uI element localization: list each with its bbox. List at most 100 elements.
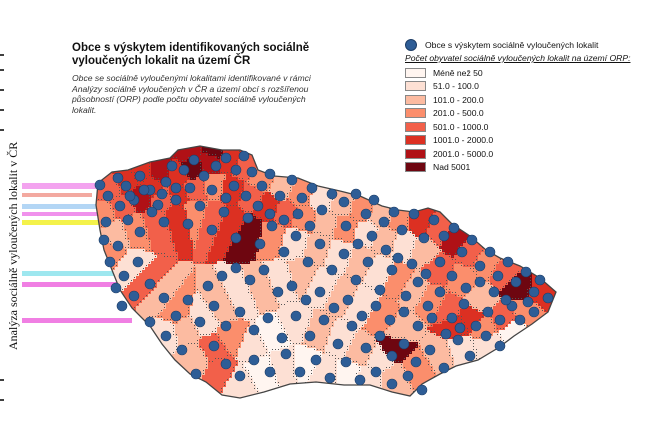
orp-region-cell xyxy=(553,186,556,190)
orp-region-cell xyxy=(280,231,284,235)
orp-region-cell xyxy=(433,171,437,175)
orp-region-cell xyxy=(130,159,134,163)
orp-region-cell xyxy=(436,225,440,229)
orp-region-cell xyxy=(208,159,212,163)
orp-region-cell xyxy=(544,156,548,160)
orp-region-cell xyxy=(115,147,119,151)
orp-region-cell xyxy=(316,234,320,238)
orp-region-cell xyxy=(325,146,329,148)
orp-region-cell xyxy=(157,216,161,220)
orp-region-cell xyxy=(118,147,122,151)
orp-region-cell xyxy=(439,228,443,232)
orp-region-cell xyxy=(127,204,131,208)
orp-region-cell xyxy=(319,228,323,232)
orp-region-cell xyxy=(376,174,380,178)
orp-region-cell xyxy=(319,222,323,226)
orp-region-cell xyxy=(253,150,257,154)
orp-region-cell xyxy=(379,213,383,217)
orp-region-cell xyxy=(421,177,425,181)
orp-region-cell xyxy=(328,231,332,235)
orp-region-cell xyxy=(520,222,524,226)
orp-region-cell xyxy=(388,159,392,163)
orp-region-cell xyxy=(199,189,203,193)
orp-region-cell xyxy=(274,159,278,163)
orp-region-cell xyxy=(466,195,470,199)
orp-region-cell xyxy=(268,162,272,166)
orp-region-cell xyxy=(280,146,284,148)
orp-region-cell xyxy=(166,231,170,235)
orp-region-cell xyxy=(286,168,290,172)
orp-region-cell xyxy=(157,153,161,157)
orp-region-cell xyxy=(151,150,155,154)
orp-region-cell xyxy=(307,165,311,169)
orp-region-cell xyxy=(556,195,559,198)
orp-region-cell xyxy=(415,231,419,235)
orp-region-cell xyxy=(214,219,218,223)
orp-region-cell xyxy=(256,189,260,193)
orp-region-cell xyxy=(175,219,179,223)
orp-region-cell xyxy=(256,195,260,199)
orp-region-cell xyxy=(418,219,422,223)
orp-region-cell xyxy=(301,174,305,178)
orp-region-cell xyxy=(139,156,143,160)
orp-region-cell xyxy=(283,165,287,169)
orp-region-cell xyxy=(109,159,113,163)
orp-region-cell xyxy=(160,237,164,241)
orp-region-cell xyxy=(445,195,449,199)
orp-region-cell xyxy=(499,207,503,211)
orp-region-cell xyxy=(211,180,215,184)
orp-region-cell xyxy=(298,186,302,190)
orp-region-cell xyxy=(532,165,536,169)
orp-region-cell xyxy=(283,150,287,154)
orp-region-cell xyxy=(520,168,524,172)
orp-region-cell xyxy=(403,162,407,166)
orp-region-cell xyxy=(430,156,434,160)
orp-region-cell xyxy=(238,186,242,190)
orp-region-cell xyxy=(280,228,284,232)
orp-region-cell xyxy=(127,171,131,175)
orp-region-cell xyxy=(370,180,374,184)
orp-region-cell xyxy=(277,186,281,190)
orp-region-cell xyxy=(343,171,347,175)
orp-region-cell xyxy=(169,174,173,178)
orp-region-cell xyxy=(244,234,248,238)
orp-region-cell xyxy=(442,195,446,199)
orp-region-cell xyxy=(490,162,494,166)
orp-region-cell xyxy=(319,174,323,178)
orp-region-cell xyxy=(481,180,485,184)
orp-region-cell xyxy=(427,186,431,190)
orp-region-cell xyxy=(478,204,482,208)
orp-region-cell xyxy=(310,237,314,241)
orp-region-cell xyxy=(127,228,131,232)
orp-region-cell xyxy=(439,162,443,166)
orp-region-cell xyxy=(274,150,278,154)
orp-region-cell xyxy=(448,192,452,196)
orp-region-cell xyxy=(298,225,302,229)
legend-class-label: 101.0 - 200.0 xyxy=(433,94,484,105)
orp-region-cell xyxy=(457,168,461,172)
orp-region-cell xyxy=(373,156,377,160)
orp-region-cell xyxy=(475,162,479,166)
orp-region-cell xyxy=(484,234,488,238)
orp-region-cell xyxy=(148,150,152,154)
orp-region-cell xyxy=(478,168,482,172)
orp-region-cell xyxy=(190,207,194,211)
orp-region-cell xyxy=(298,171,302,175)
orp-region-cell xyxy=(424,162,428,166)
orp-region-cell xyxy=(433,234,437,238)
orp-region-cell xyxy=(370,156,374,160)
orp-region-cell xyxy=(391,201,395,205)
orp-region-cell xyxy=(121,159,125,163)
left-edge-tick-marks xyxy=(0,54,4,401)
orp-region-cell xyxy=(139,146,143,148)
orp-region-cell xyxy=(307,146,311,148)
orp-region-cell xyxy=(418,147,422,151)
orp-region-cell xyxy=(544,198,548,202)
orp-region-cell xyxy=(547,159,551,163)
orp-region-cell xyxy=(541,225,545,229)
orp-region-cell xyxy=(346,183,350,187)
orp-region-cell xyxy=(511,156,515,160)
orp-region-cell xyxy=(109,162,113,166)
orp-region-cell xyxy=(466,168,470,172)
